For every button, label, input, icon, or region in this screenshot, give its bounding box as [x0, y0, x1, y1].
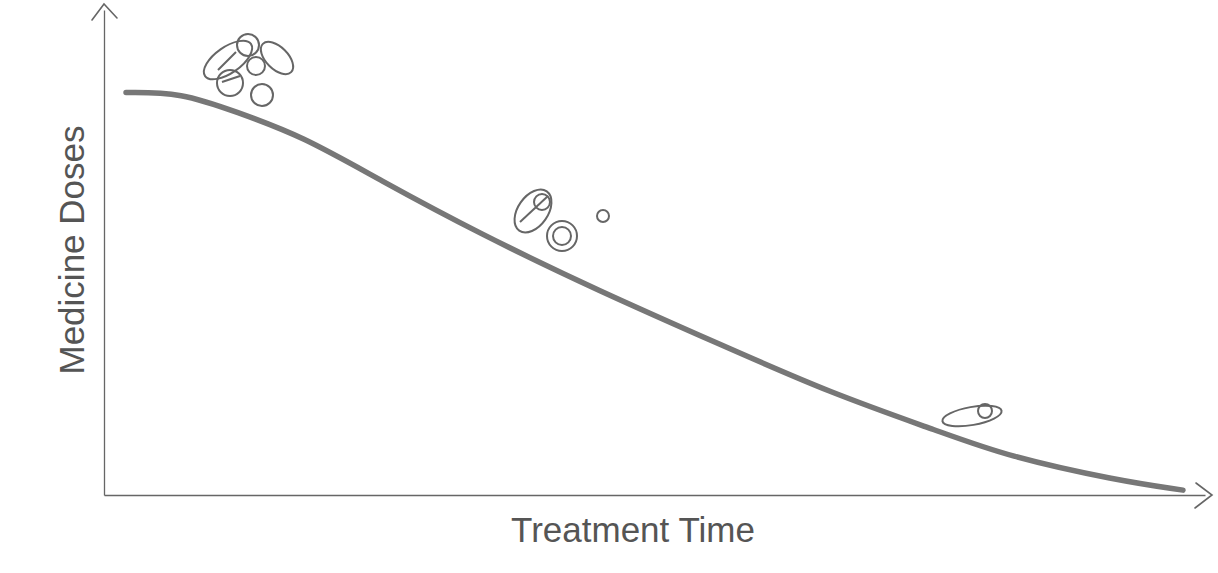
y-axis-title: Medicine Doses [52, 126, 91, 375]
pill [237, 34, 259, 56]
pill [553, 227, 571, 245]
pill [251, 84, 273, 106]
pill [247, 57, 265, 75]
pill [941, 402, 1003, 430]
x-axis-line [105, 495, 1206, 496]
y-axis-line [104, 11, 105, 496]
pill [547, 221, 577, 251]
pill [978, 404, 992, 418]
axis-arrows [92, 4, 1212, 508]
pill [507, 183, 559, 240]
pill [217, 70, 243, 96]
y-arrow [92, 4, 117, 20]
x-axis-title: Treatment Time [511, 510, 755, 549]
dose-line [126, 92, 1183, 490]
chart: Treatment Time Medicine Doses [0, 0, 1218, 573]
pill-line [520, 196, 548, 222]
pill [597, 210, 609, 222]
y-axis [104, 11, 105, 496]
x-axis [105, 495, 1206, 496]
pill-sketches [198, 33, 1003, 430]
plot-area [126, 92, 1183, 490]
pill-line [218, 52, 240, 82]
x-arrow [1195, 483, 1212, 508]
